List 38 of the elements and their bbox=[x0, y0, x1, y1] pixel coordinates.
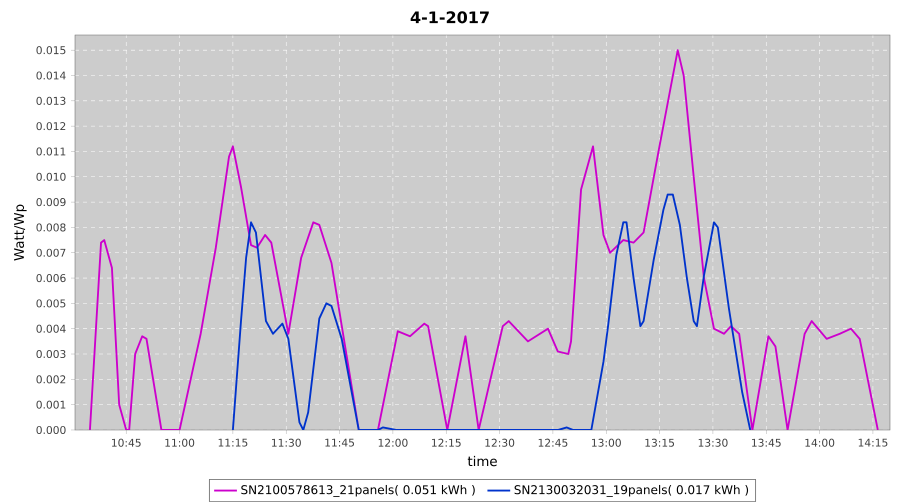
y-tick-label: 0.010 bbox=[36, 172, 66, 181]
x-tick-label: 11:00 bbox=[165, 438, 194, 447]
y-tick-label: 0.004 bbox=[36, 324, 66, 333]
x-tick-label: 11:15 bbox=[218, 438, 248, 447]
y-tick-label: 0.000 bbox=[36, 426, 66, 434]
line-series bbox=[232, 194, 752, 430]
x-tick-label: 12:30 bbox=[485, 438, 514, 447]
x-tick-label: 13:15 bbox=[645, 438, 674, 447]
y-axis-title: Watt/Wp bbox=[14, 204, 27, 261]
x-tick-label: 12:15 bbox=[432, 438, 461, 447]
y-tick-label: 0.005 bbox=[36, 299, 66, 308]
line-series bbox=[89, 49, 879, 430]
y-tick-label: 0.002 bbox=[36, 375, 66, 384]
x-tick-label: 13:45 bbox=[752, 438, 781, 447]
y-tick-label: 0.009 bbox=[36, 198, 66, 206]
y-tick-label: 0.001 bbox=[36, 400, 66, 409]
x-tick-label: 10:45 bbox=[112, 438, 141, 447]
y-tick-label: 0.013 bbox=[36, 96, 66, 106]
x-tick-label: 14:00 bbox=[805, 438, 834, 447]
y-tick-label: 0.003 bbox=[36, 350, 66, 358]
x-tick-label: 12:00 bbox=[378, 438, 408, 447]
legend-label: SN2100578613_21panels( 0.051 kWh ) bbox=[241, 485, 475, 498]
y-tick-label: 0.015 bbox=[36, 46, 66, 54]
x-tick-label: 12:45 bbox=[538, 438, 568, 447]
y-tick-label: 0.006 bbox=[36, 274, 66, 282]
y-tick-label: 0.008 bbox=[36, 224, 66, 232]
chart-title: 4-1-2017 bbox=[410, 11, 489, 24]
y-tick-label: 0.014 bbox=[36, 72, 66, 80]
x-tick-label: 11:30 bbox=[272, 438, 301, 447]
y-tick-label: 0.012 bbox=[36, 122, 66, 130]
y-tick-label: 0.007 bbox=[36, 248, 66, 257]
x-axis-title: time bbox=[468, 456, 497, 466]
legend-label: SN2130032031_19panels( 0.017 kWh ) bbox=[514, 485, 748, 498]
x-tick-label: 11:45 bbox=[325, 438, 354, 447]
x-tick-label: 13:00 bbox=[592, 438, 621, 447]
y-tick-label: 0.011 bbox=[36, 148, 66, 156]
x-tick-label: 14:15 bbox=[858, 438, 888, 447]
x-tick-label: 13:30 bbox=[698, 438, 728, 447]
